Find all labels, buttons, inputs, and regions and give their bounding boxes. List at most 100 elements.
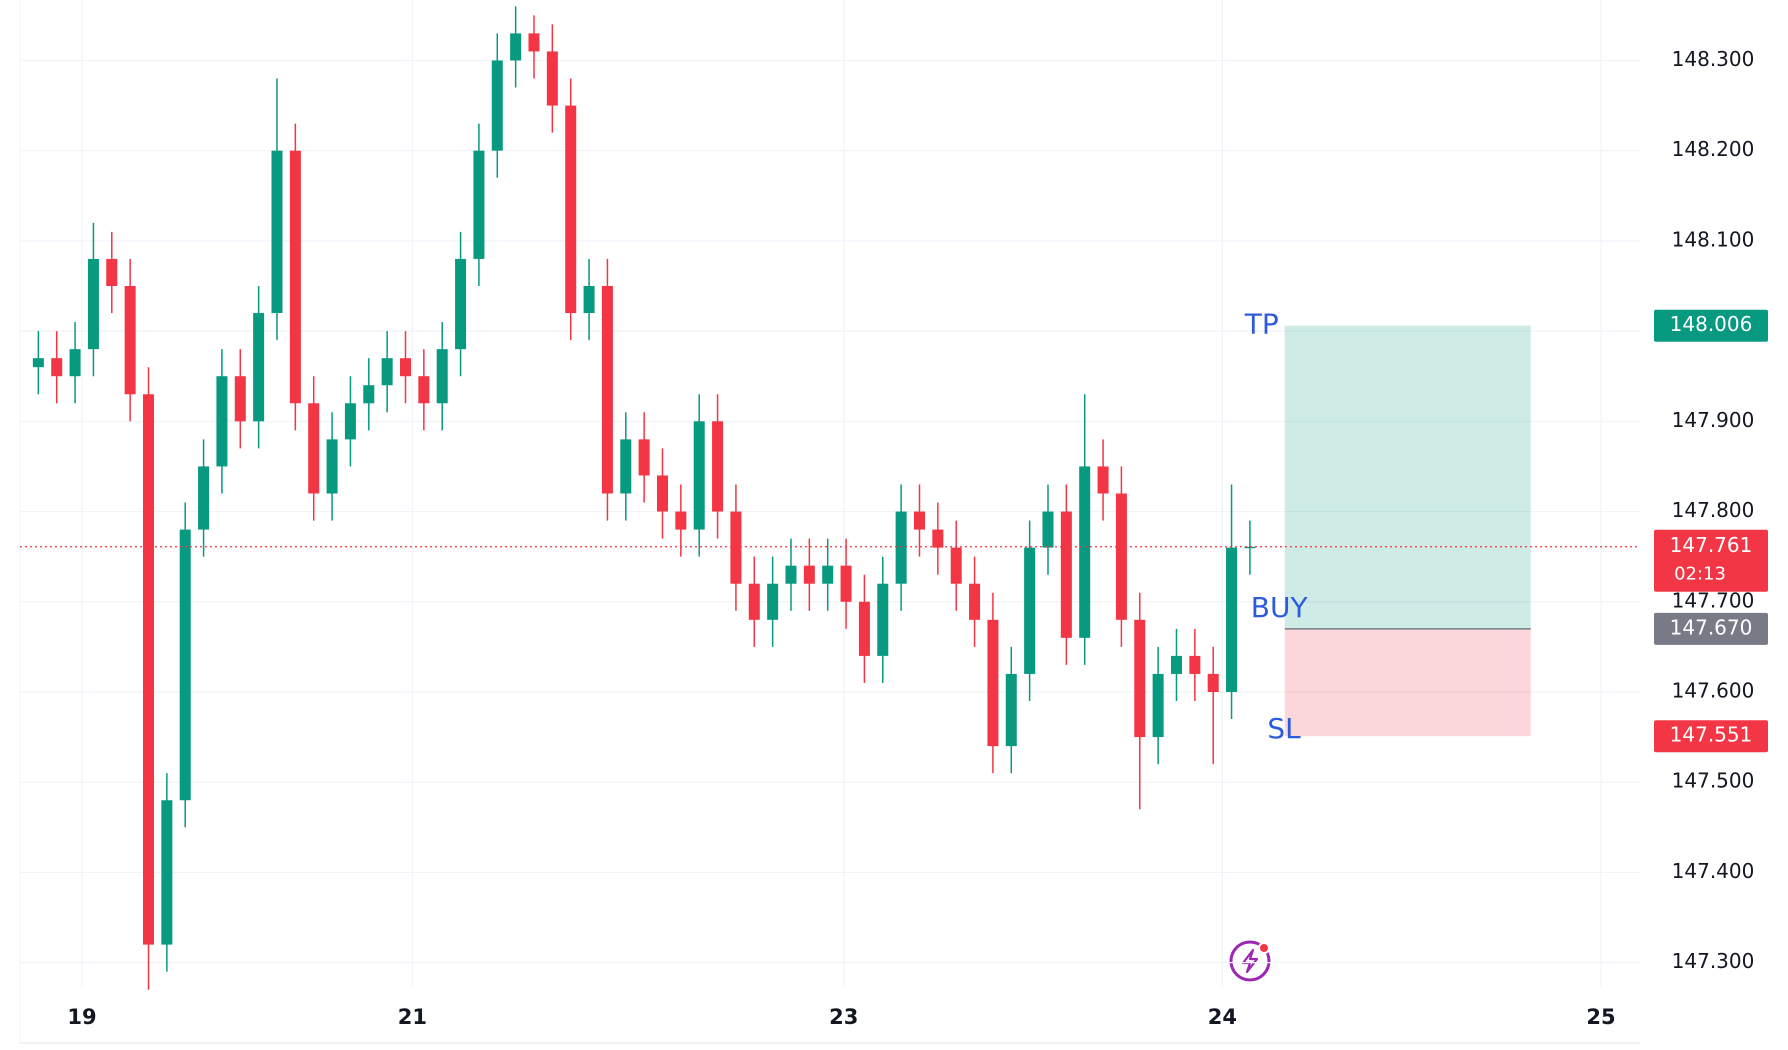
tp-price-box	[1654, 309, 1768, 342]
candles	[32, 6, 1256, 990]
candle-body	[1115, 493, 1127, 620]
candle-body	[675, 511, 687, 530]
last-price-text: 147.761	[1670, 533, 1753, 557]
candle-body	[620, 439, 632, 494]
candle-body	[344, 403, 356, 440]
x-tick-label: 25	[1586, 1005, 1615, 1029]
candle-body	[510, 33, 522, 61]
candle-body	[418, 376, 430, 404]
candle-body	[198, 466, 210, 530]
candle-body	[1042, 511, 1054, 548]
candle-body	[381, 358, 393, 386]
candle-body	[969, 583, 981, 620]
candle-body	[601, 285, 613, 494]
candle-body	[473, 150, 485, 259]
candle-body	[124, 285, 136, 395]
tp-label: TP	[1244, 308, 1279, 341]
candle-body	[87, 258, 99, 350]
profit-zone	[1284, 325, 1531, 629]
candle-body	[51, 358, 63, 377]
loss-zone	[1284, 628, 1531, 737]
y-tick-label: 147.300	[1672, 949, 1755, 973]
sl-price-text: 147.551	[1670, 723, 1753, 747]
entry-price-text: 147.670	[1670, 615, 1753, 639]
candle-body	[895, 511, 907, 584]
grid: 147.300 147.400 147.500 147.600 147.700 147.8…	[20, 0, 1754, 1029]
sl-label: SL	[1267, 712, 1301, 745]
y-tick-label: 148.100	[1672, 227, 1755, 251]
candle-body	[491, 60, 503, 151]
candle-body	[803, 565, 815, 584]
candle-body	[767, 583, 779, 620]
candle-body	[326, 439, 338, 494]
candle-body	[363, 385, 375, 404]
y-tick-label: 147.700	[1672, 588, 1755, 612]
buy-label: BUY	[1251, 591, 1309, 624]
candle-body	[858, 601, 870, 656]
candle-body	[399, 358, 412, 377]
candle-body	[877, 583, 889, 656]
candle-body	[748, 583, 760, 620]
candle-body	[712, 421, 724, 512]
candle-body	[142, 394, 155, 945]
candle-body	[1170, 655, 1182, 674]
candle-body	[693, 421, 705, 530]
candle-body	[950, 547, 962, 584]
candle-body	[308, 403, 320, 494]
candle-body	[1244, 546, 1256, 549]
candle-body	[1024, 547, 1036, 674]
candle-body	[987, 619, 999, 747]
candle-body	[106, 258, 118, 286]
candle-body	[289, 150, 301, 404]
candle-body	[1189, 655, 1201, 674]
x-tick-label: 23	[829, 1005, 858, 1029]
candle-body	[69, 349, 81, 377]
tp-price-text: 148.006	[1670, 312, 1753, 336]
overlay: TP BUY SL 148.006 147.551 147.761 02:13 147.670	[20, 308, 1768, 753]
candle-body	[932, 529, 944, 548]
candle-body	[1097, 466, 1109, 494]
countdown-text: 02:13	[1674, 564, 1726, 585]
candle-body	[179, 529, 191, 801]
x-tick-label: 19	[67, 1005, 96, 1029]
candle-body	[216, 376, 228, 467]
candle-body	[32, 358, 44, 368]
candle-body	[638, 439, 650, 476]
candle-body	[730, 511, 742, 584]
candle-body	[1226, 547, 1238, 692]
candle-body	[455, 258, 467, 350]
candle-body	[253, 313, 265, 422]
candle-body	[822, 565, 834, 584]
y-tick-label: 147.400	[1672, 859, 1755, 883]
y-tick-label: 148.300	[1672, 47, 1755, 71]
alert-icon[interactable]	[1229, 940, 1271, 982]
candle-body	[1152, 673, 1164, 738]
x-tick-label: 24	[1208, 1005, 1237, 1029]
candle-body	[528, 33, 540, 52]
candle-body	[436, 349, 448, 404]
candle-body	[161, 800, 173, 945]
y-tick-label: 147.600	[1672, 678, 1755, 702]
candle-body	[1005, 673, 1017, 747]
sl-price-box	[1654, 720, 1768, 753]
candle-body	[565, 105, 577, 314]
last-price-box	[1654, 529, 1768, 592]
candle-body	[234, 376, 246, 422]
candle-body	[583, 285, 595, 314]
x-tick-label: 21	[398, 1005, 427, 1029]
y-tick-label: 147.800	[1672, 498, 1755, 522]
candle-body	[785, 565, 797, 584]
candle-body	[840, 565, 852, 602]
candle-body	[913, 511, 925, 530]
candle-body	[271, 150, 283, 314]
candle-body	[1134, 619, 1146, 738]
candle-body	[546, 51, 558, 106]
candle-body	[1207, 673, 1219, 692]
candle-body	[1060, 511, 1072, 638]
y-tick-label: 147.500	[1672, 769, 1755, 793]
y-tick-label: 148.200	[1672, 137, 1755, 161]
entry-price-box	[1654, 612, 1768, 645]
y-tick-label: 147.900	[1672, 408, 1755, 432]
candle-body	[1079, 466, 1091, 638]
